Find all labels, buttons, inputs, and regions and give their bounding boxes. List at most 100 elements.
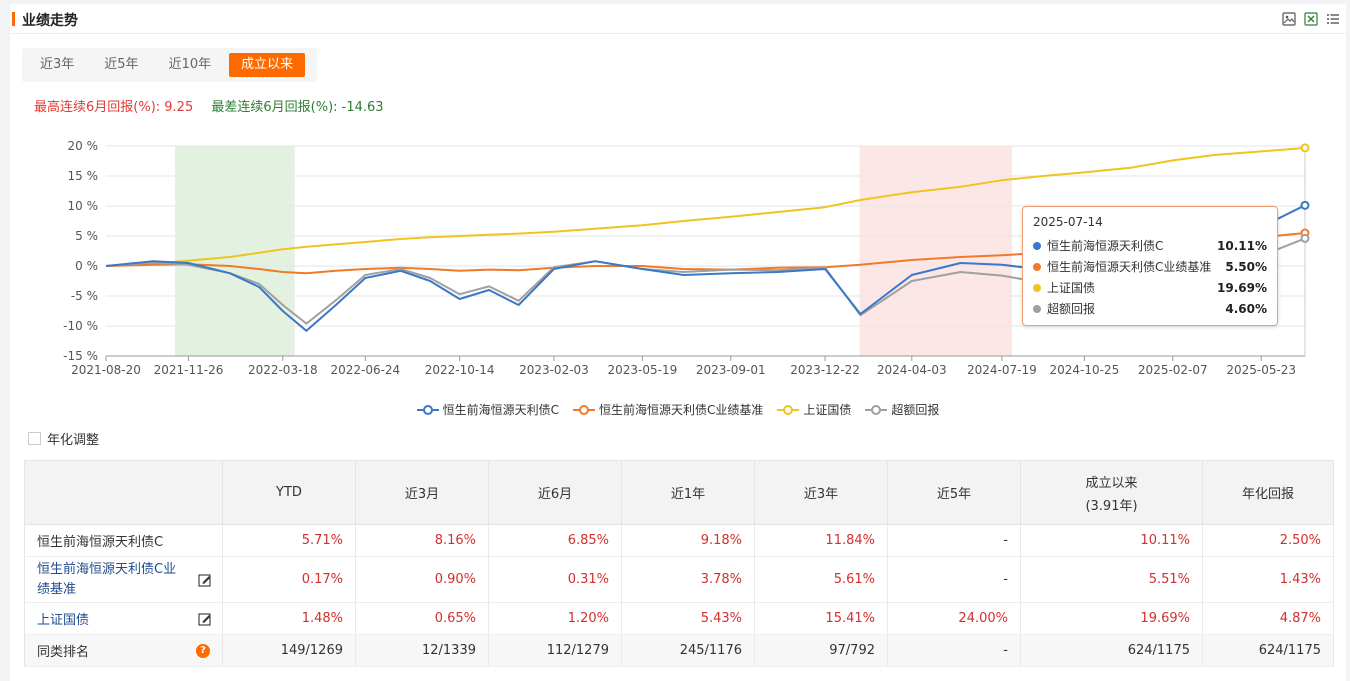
- performance-chart[interactable]: 20 % 15 % 10 % 5 % 0 % -5 % -10 % -15 % 2021-08-…: [10, 134, 1346, 424]
- table-header-cell: 近5年: [887, 460, 1021, 525]
- list-icon[interactable]: [1326, 12, 1340, 26]
- header-since-inception-years: (3.91年): [1085, 498, 1138, 514]
- annualize-checkbox[interactable]: [28, 432, 41, 445]
- tooltip-series-name: 超额回报: [1047, 302, 1096, 316]
- legend-line-icon: [416, 404, 439, 415]
- table-cell: 1.43%: [1202, 556, 1334, 603]
- table-header-row: YTD 近3月 近6月 近1年 近3年 近5年 成立以来 (3.91年) 年化回…: [24, 460, 1334, 525]
- table-cell: 149/1269: [222, 634, 356, 667]
- edit-icon[interactable]: [198, 612, 212, 626]
- period-tabs: 近3年 近5年 近10年 成立以来: [22, 48, 318, 82]
- help-icon[interactable]: ?: [196, 643, 210, 658]
- legend-item[interactable]: 恒生前海恒源天利债C业绩基准: [572, 401, 764, 418]
- table-cell: 11.84%: [754, 524, 888, 557]
- y-tick-label: 5 %: [75, 229, 98, 243]
- series-end-point: [1300, 143, 1310, 153]
- table-row: 同类排名? 149/1269 12/1339 112/1279 245/1176 97/7…: [24, 634, 1334, 667]
- table-cell: 24.00%: [887, 602, 1021, 635]
- x-tick-label: 2023-05-19: [607, 363, 677, 377]
- table-cell: 4.87%: [1202, 602, 1334, 635]
- table-cell: 0.90%: [355, 556, 489, 603]
- series-dot-icon: [1033, 304, 1041, 313]
- table-cell: 624/1175: [1020, 634, 1203, 667]
- legend-item[interactable]: 超额回报: [865, 401, 939, 418]
- y-tick-label: 0 %: [75, 259, 98, 273]
- row-name: 上证国债: [37, 613, 90, 628]
- header-since-inception: 成立以来: [1085, 475, 1138, 491]
- table-cell: 0.65%: [355, 602, 489, 635]
- table-row: 恒生前海恒源天利债C业绩基准 0.17% 0.90% 0.31% 3.78% 5.61% -…: [24, 556, 1334, 603]
- legend-line-icon: [572, 404, 595, 415]
- tab-3-years[interactable]: 近3年: [40, 57, 75, 72]
- table-cell: 624/1175: [1202, 634, 1334, 667]
- tooltip-series-value: 19.69%: [1217, 280, 1267, 295]
- highlight-band: [859, 146, 1012, 356]
- table-cell: 112/1279: [488, 634, 622, 667]
- tab-since-inception[interactable]: 成立以来: [229, 53, 306, 77]
- tooltip-series-value: 5.50%: [1225, 259, 1267, 274]
- x-tick-label: 2025-05-23: [1226, 363, 1296, 377]
- table-cell: 10.11%: [1020, 524, 1203, 557]
- x-tick-label: 2022-10-14: [425, 363, 495, 377]
- table-cell: 245/1176: [621, 634, 755, 667]
- table-row: 恒生前海恒源天利债C 5.71% 8.16% 6.85% 9.18% 11.84% -10.…: [24, 524, 1334, 557]
- series-dot-icon: [1033, 241, 1041, 250]
- returns-table: YTD 近3月 近6月 近1年 近3年 近5年 成立以来 (3.91年) 年化回…: [24, 460, 1334, 667]
- y-tick-label: 10 %: [68, 199, 99, 213]
- legend-line-icon: [777, 404, 800, 415]
- excel-export-icon[interactable]: [1304, 12, 1318, 26]
- x-tick-label: 2021-08-20: [71, 363, 141, 377]
- tooltip-row: 上证国债 19.69%: [1033, 277, 1267, 298]
- row-name-cell[interactable]: 上证国债: [24, 602, 223, 635]
- table-cell: 3.78%: [621, 556, 755, 603]
- tab-5-years[interactable]: 近5年: [104, 57, 139, 72]
- table-header-cell: 年化回报: [1202, 460, 1334, 525]
- legend-label: 恒生前海恒源天利债C业绩基准: [598, 403, 764, 417]
- row-name: 同类排名: [37, 645, 90, 660]
- legend-item[interactable]: 恒生前海恒源天利债C: [416, 401, 559, 418]
- x-tick-label: 2025-02-07: [1138, 363, 1208, 377]
- edit-icon[interactable]: [198, 573, 212, 587]
- tooltip-row: 恒生前海恒源天利债C业绩基准 5.50%: [1033, 256, 1267, 277]
- tab-10-years[interactable]: 近10年: [168, 57, 212, 72]
- x-tick-label: 2021-11-26: [154, 363, 224, 377]
- x-tick-label: 2022-06-24: [330, 363, 400, 377]
- x-tick-label: 2024-07-19: [967, 363, 1037, 377]
- tooltip-date: 2025-07-14: [1033, 215, 1103, 229]
- tooltip-series-value: 4.60%: [1225, 301, 1267, 316]
- worst-6m-return: 最差连续6月回报(%): -14.63: [211, 100, 384, 115]
- tooltip-series-name: 恒生前海恒源天利债C: [1047, 239, 1164, 253]
- series-dot-icon: [1033, 283, 1041, 292]
- x-tick-label: 2023-09-01: [696, 363, 766, 377]
- table-cell: 19.69%: [1020, 602, 1203, 635]
- table-header-cell: 近3月: [355, 460, 489, 525]
- table-cell: 5.51%: [1020, 556, 1203, 603]
- chart-svg[interactable]: 20 % 15 % 10 % 5 % 0 % -5 % -10 % -15 %2021-08-…: [10, 134, 1346, 384]
- chart-legend: 恒生前海恒源天利债C 恒生前海恒源天利债C业绩基准 上证国债 超额回报: [10, 401, 1346, 418]
- tooltip-series-name: 恒生前海恒源天利债C业绩基准: [1047, 260, 1212, 274]
- table-header-cell: 近1年: [621, 460, 755, 525]
- annualize-toggle[interactable]: 年化调整: [28, 429, 99, 448]
- table-cell: 8.16%: [355, 524, 489, 557]
- table-cell: -: [887, 524, 1021, 557]
- y-tick-label: -10 %: [63, 319, 98, 333]
- x-tick-label: 2023-02-03: [519, 363, 589, 377]
- row-name-cell: 恒生前海恒源天利债C: [24, 524, 223, 557]
- table-cell: 2.50%: [1202, 524, 1334, 557]
- table-cell: 1.48%: [222, 602, 356, 635]
- table-cell: 0.31%: [488, 556, 622, 603]
- header-tools: [1282, 12, 1340, 26]
- legend-item[interactable]: 上证国债: [777, 401, 851, 418]
- y-tick-label: -5 %: [71, 289, 98, 303]
- table-cell: 5.61%: [754, 556, 888, 603]
- table-cell: 5.43%: [621, 602, 755, 635]
- x-tick-label: 2023-12-22: [790, 363, 860, 377]
- rolling-return-stats: 最高连续6月回报(%): 9.25 最差连续6月回报(%): -14.63: [34, 96, 384, 115]
- image-export-icon[interactable]: [1282, 12, 1296, 26]
- y-tick-label: 20 %: [68, 139, 99, 153]
- tooltip-series-value: 10.11%: [1217, 238, 1267, 253]
- row-name-cell[interactable]: 恒生前海恒源天利债C业绩基准: [24, 556, 223, 603]
- series-dot-icon: [1033, 262, 1041, 271]
- tooltip-row: 恒生前海恒源天利债C 10.11%: [1033, 235, 1267, 256]
- table-row: 上证国债 1.48% 0.65% 1.20% 5.43% 15.41% 24.00% 19.6…: [24, 602, 1334, 635]
